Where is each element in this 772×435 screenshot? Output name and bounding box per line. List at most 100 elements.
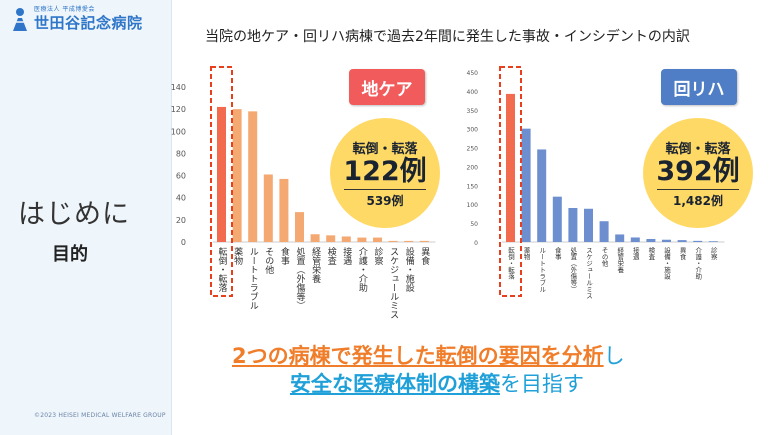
kaireha-xtick-12: 介護・介助 (694, 247, 702, 281)
chika-xtick-4: 食事 (279, 246, 290, 265)
chika-bar-7 (326, 235, 336, 242)
kaireha-circle-heading: 転倒・転落 (665, 141, 731, 157)
chika-bar-2 (248, 111, 258, 242)
kaireha-xtick-8: 接遇 (631, 246, 639, 261)
chika-ytick-6: 120 (171, 105, 186, 114)
kaireha-fall-count-circle: 転倒・転落 392例 1,482例 (643, 118, 753, 228)
chika-ward-label: 地ケア (349, 69, 425, 105)
chika-xtick-13: 異食 (419, 247, 430, 266)
section-subtitle: 目的 (52, 244, 88, 265)
chika-xtick-12: 設備・施設 (404, 246, 415, 293)
kaireha-bar-11 (677, 240, 687, 242)
chika-bar-11 (388, 240, 398, 242)
conclusion-line-1: 2つの病棟で発生した転倒の要因を分析し (232, 340, 625, 370)
chika-bar-4 (279, 178, 289, 242)
kaireha-circle-count: 392例 (656, 155, 740, 187)
kaireha-xtick-0: 転倒・転落 (507, 247, 515, 281)
chika-bar-1 (232, 109, 242, 242)
kaireha-ytick-2: 100 (467, 202, 479, 209)
kaireha-bar-6 (599, 221, 609, 242)
chika-ytick-0: 0 (181, 238, 186, 247)
kaireha-bar-chart: 0 50 100 150 200 250 300 350 400 450 転倒・転落 薬物 ルートトラブ… (467, 66, 725, 299)
chika-bar-10 (373, 237, 382, 242)
chika-xtick-1: 薬物 (232, 246, 243, 266)
chika-circle-total: 539例 (366, 193, 404, 208)
kaireha-xtick-13: 診察 (709, 246, 717, 260)
chika-xtick-11: スケジュールミス (388, 247, 399, 319)
chika-xtick-9: 介護・介助 (357, 247, 368, 293)
slide-title: 当院の地ケア・回リハ病棟で過去2年間に発生した事故・インシデントの内訳 (205, 29, 690, 45)
hospital-logo: 医療法人 平成博愛会 世田谷記念病院 (10, 6, 143, 32)
kaireha-circle-total: 1,482例 (673, 193, 723, 208)
kaireha-xtick-11: 異食 (678, 247, 686, 261)
kaireha-xtick-4: 処置（外傷等） (569, 246, 577, 293)
chika-xtick-2: ルートトラブル (248, 247, 259, 310)
logo-name: 世田谷記念病院 (34, 14, 143, 32)
chika-xtick-6: 経管栄養 (310, 246, 321, 284)
kaireha-bar-9 (646, 238, 656, 242)
conclusion-line-2: 安全な医療体制の構築を目指す (290, 368, 584, 398)
kaireha-xtick-3: 食事 (553, 246, 561, 260)
chika-bar-5 (295, 212, 304, 242)
conclusion-line-1-tail: し (603, 344, 625, 368)
chika-xtick-0: 転倒・転落 (217, 247, 228, 293)
kaireha-ytick-4: 200 (467, 164, 479, 171)
kaireha-highlight-frame (499, 66, 522, 297)
chika-xtick-10: 診察 (373, 246, 384, 265)
chika-xtick-8: 接遇 (341, 246, 352, 266)
conclusion-line-1-emphasis: 2つの病棟で発生した転倒の要因を分析 (232, 344, 604, 368)
kaireha-xtick-5: スケジュールミス (585, 247, 593, 299)
chika-bar-3 (263, 174, 273, 242)
chika-xtick-3: その他 (263, 247, 274, 275)
chika-bar-chart: 0 20 40 60 80 100 120 140 転倒・転落 薬物 ルートトラブル その他 食事 処置（… (171, 66, 436, 319)
kaireha-bar-3 (552, 196, 562, 242)
kaireha-circle-divider (657, 188, 739, 190)
section-title: はじめに (18, 199, 130, 230)
kaireha-bar-4 (568, 208, 578, 242)
conclusion-line-2-emphasis: 安全な医療体制の構築 (290, 372, 500, 396)
chika-bar-13 (419, 240, 429, 242)
conclusion-line-2-tail: を目指す (500, 372, 584, 396)
chika-ytick-7: 140 (171, 83, 186, 92)
chika-bar-6 (310, 234, 320, 242)
chika-circle-count: 122例 (343, 155, 427, 187)
left-panel: 医療法人 平成博愛会 世田谷記念病院 はじめに 目的 ©2023 HEISEI … (0, 0, 172, 435)
kaireha-ytick-5: 250 (467, 146, 479, 153)
kaireha-bar-5 (584, 208, 593, 242)
chika-ytick-2: 40 (176, 194, 186, 203)
kaireha-ytick-7: 350 (467, 108, 479, 115)
chika-xtick-7: 検査 (326, 246, 337, 265)
chika-bar-9 (357, 237, 367, 242)
kaireha-bar-13 (708, 241, 718, 242)
chika-bar-8 (341, 236, 351, 242)
kaireha-ytick-8: 400 (467, 89, 479, 96)
chika-circle-heading: 転倒・転落 (352, 141, 418, 157)
chika-ytick-3: 60 (176, 172, 186, 181)
chika-ytick-1: 20 (176, 216, 186, 225)
chika-bar-12 (404, 240, 414, 242)
kaireha-ytick-0: 0 (474, 240, 478, 247)
kaireha-bar-8 (630, 237, 640, 242)
kaireha-xtick-7: 経管栄養 (616, 246, 624, 274)
chika-highlight-frame (210, 66, 233, 297)
kaireha-bar-0 (506, 93, 515, 243)
chika-ytick-5: 100 (171, 127, 186, 136)
kaireha-bar-1 (521, 128, 531, 242)
kaireha-xtick-1: 薬物 (522, 246, 530, 261)
chika-fall-count-circle: 転倒・転落 122例 539例 (330, 118, 440, 228)
chika-ytick-4: 80 (176, 149, 186, 158)
kaireha-bar-7 (615, 234, 625, 242)
kaireha-xtick-2: ルートトラブル (538, 247, 546, 293)
chika-circle-divider (344, 188, 426, 190)
kaireha-bar-2 (537, 149, 547, 242)
kaireha-ward-label: 回リハ (661, 69, 737, 105)
copyright-text: ©2023 HEISEI MEDICAL WELFARE GROUP (34, 412, 166, 419)
kaireha-ytick-9: 450 (467, 70, 479, 77)
kaireha-bar-10 (662, 239, 671, 242)
kaireha-bar-12 (693, 240, 703, 242)
kaireha-ytick-1: 50 (470, 221, 478, 228)
kaireha-xtick-6: その他 (600, 247, 608, 268)
kaireha-ytick-3: 150 (467, 183, 479, 190)
kaireha-xtick-9: 検査 (647, 246, 655, 260)
hospital-logo-icon (13, 8, 27, 31)
